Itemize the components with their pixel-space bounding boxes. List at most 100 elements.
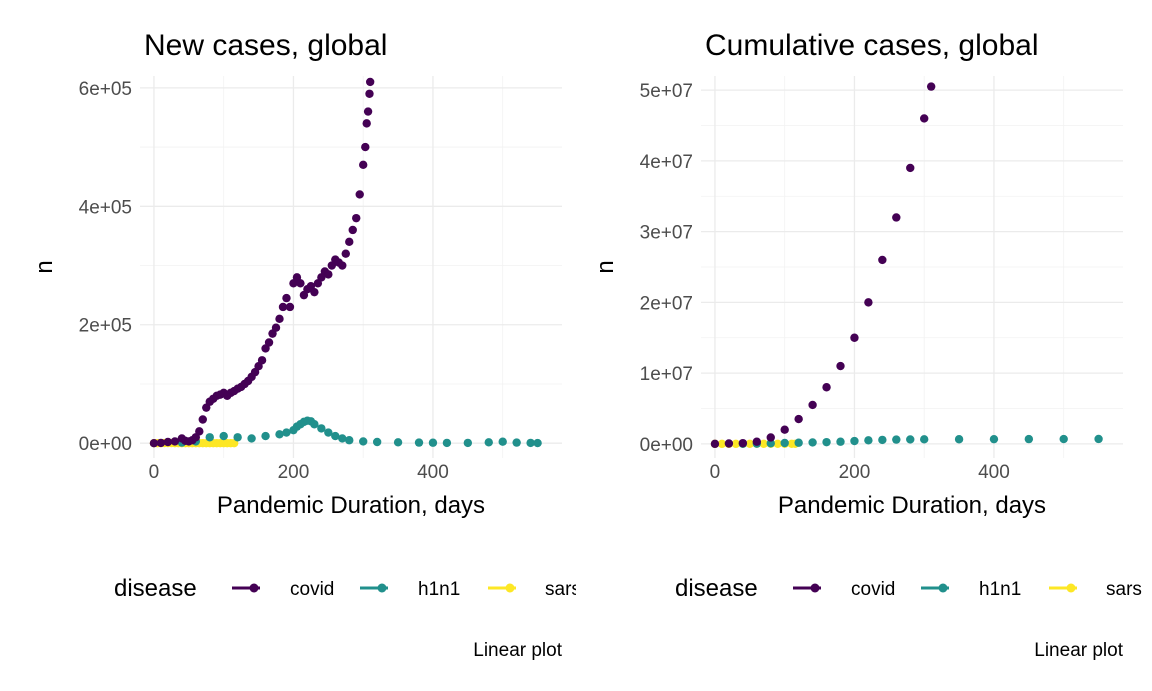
data-point-h1n1 (766, 439, 775, 448)
data-point-h1n1 (393, 438, 403, 447)
data-point-h1n1 (878, 435, 887, 445)
data-point-covid (850, 333, 859, 342)
data-point-covid (766, 433, 775, 442)
legend-key-point (810, 583, 820, 593)
data-point-h1n1 (836, 437, 845, 446)
data-point-h1n1 (526, 438, 535, 448)
chart-panel-new-cases: 0e+00 2e+05 4e+05 6e+05 0 200 400 New cases, gl… (31, 29, 576, 661)
chart-panel-cumulative-cases: 0e+00 1e+07 2e+07 3e+07 4e+07 5e+07 0 200 400 Cum… (561, 0, 1142, 691)
data-point-h1n1 (331, 431, 340, 441)
data-point-h1n1 (282, 428, 291, 437)
data-point-covid (892, 213, 901, 222)
data-point-sars (717, 439, 727, 449)
x-tick-label: 400 (978, 462, 1010, 483)
data-point-h1n1 (498, 437, 507, 446)
data-point-h1n1 (512, 438, 521, 447)
legend-label-covid: covid (290, 579, 334, 600)
legend-key-point (1066, 583, 1076, 593)
legend-label-covid: covid (851, 579, 895, 600)
data-point-covid (794, 414, 803, 424)
data-point-h1n1 (463, 438, 473, 448)
legend-label-h1n1: h1n1 (418, 579, 460, 600)
data-point-covid (195, 427, 204, 436)
data-point-sars (773, 439, 782, 449)
data-point-covid (365, 89, 374, 98)
data-point-h1n1 (233, 433, 242, 442)
y-tick-label: 5e+07 (640, 81, 693, 102)
chart-cumulative-cases: 0e+00 1e+07 2e+07 3e+07 4e+07 5e+07 0 200 400 Cum… (592, 29, 1142, 661)
data-point-covid (285, 302, 295, 312)
y-axis-title: n (592, 260, 619, 273)
data-point-covid (324, 270, 333, 279)
chart-caption: Linear plot (1034, 640, 1123, 661)
data-point-h1n1 (275, 430, 284, 439)
data-point-covid (780, 425, 789, 434)
legend-key-point (377, 583, 387, 593)
data-point-h1n1 (850, 436, 859, 446)
chart-title: Cumulative cases, global (705, 29, 1039, 62)
y-tick-label: 4e+07 (640, 152, 693, 173)
y-tick-label: 1e+07 (640, 364, 693, 385)
data-point-h1n1 (1024, 434, 1034, 444)
series-covid (149, 77, 375, 448)
data-point-covid (359, 160, 368, 170)
data-point-h1n1 (317, 424, 326, 433)
data-point-covid (149, 438, 159, 448)
legend-key-sars (1049, 583, 1077, 593)
y-tick-label: 3e+07 (640, 223, 693, 244)
data-point-h1n1 (261, 431, 270, 441)
data-point-covid (710, 439, 720, 449)
data-point-covid (338, 261, 347, 270)
data-point-h1n1 (428, 438, 438, 447)
legend-key-h1n1 (921, 583, 949, 593)
chart-new-cases: 0e+00 2e+05 4e+05 6e+05 0 200 400 New cases, gl… (31, 29, 576, 661)
data-point-h1n1 (906, 435, 915, 444)
data-point-h1n1 (989, 434, 999, 444)
data-point-sars (745, 439, 755, 449)
data-point-covid (738, 438, 748, 448)
data-point-covid (906, 163, 915, 173)
legend-key-covid (232, 583, 260, 593)
data-point-covid (170, 437, 180, 446)
data-point-covid (836, 361, 845, 371)
y-tick-label: 4e+05 (79, 197, 132, 218)
legend-title: disease (114, 575, 197, 602)
data-point-covid (808, 400, 817, 410)
data-point-covid (345, 237, 354, 247)
data-point-covid (271, 323, 281, 332)
legend-key-point (938, 583, 948, 593)
data-point-covid (926, 82, 936, 91)
chart-caption: Linear plot (473, 640, 562, 661)
x-axis-title: Pandemic Duration, days (778, 492, 1046, 519)
y-tick-label: 2e+07 (640, 293, 693, 314)
data-point-covid (361, 142, 370, 152)
chart-title: New cases, global (144, 29, 387, 62)
legend-key-h1n1 (360, 583, 388, 593)
data-point-h1n1 (533, 438, 542, 448)
data-point-h1n1 (920, 435, 929, 444)
data-point-sars (731, 439, 741, 449)
data-point-h1n1 (247, 434, 256, 443)
legend-title: disease (675, 575, 758, 602)
data-point-h1n1 (338, 434, 347, 443)
data-point-h1n1 (205, 433, 214, 442)
data-point-covid (156, 438, 166, 448)
legend-key-covid (793, 583, 821, 593)
x-tick-label: 200 (278, 462, 310, 483)
data-point-h1n1 (1094, 434, 1103, 444)
data-point-covid (198, 415, 207, 424)
data-point-covid (362, 119, 371, 128)
data-point-h1n1 (1059, 434, 1068, 444)
x-tick-label: 0 (710, 462, 721, 483)
y-tick-label: 6e+05 (79, 79, 132, 100)
data-point-covid (878, 255, 887, 265)
y-tick-label: 0e+00 (640, 435, 693, 456)
data-point-covid (278, 302, 288, 312)
data-point-covid (310, 287, 319, 297)
data-point-h1n1 (822, 437, 831, 447)
x-axis-title: Pandemic Duration, days (217, 492, 485, 519)
data-point-h1n1 (359, 437, 368, 446)
data-point-h1n1 (345, 436, 354, 445)
x-tick-label: 400 (417, 462, 449, 483)
data-point-h1n1 (442, 438, 452, 448)
